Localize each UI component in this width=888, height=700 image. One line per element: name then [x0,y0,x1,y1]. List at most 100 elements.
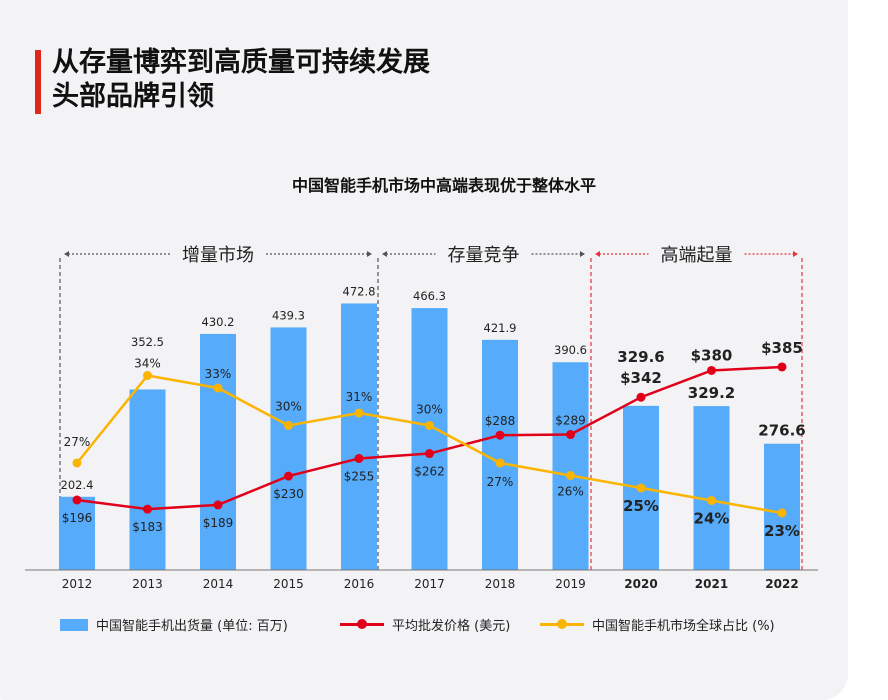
x-tick-label: 2020 [624,577,657,591]
x-tick-label: 2022 [765,577,798,591]
bar-2012 [59,496,95,570]
x-tick-label: 2013 [132,577,163,591]
bar-value-label: 390.6 [554,343,587,357]
x-tick-label: 2016 [344,577,375,591]
price-label: $196 [62,511,93,525]
legend-item-share: 中国智能手机市场全球占比 (%) [540,615,775,634]
share-label: 24% [694,510,730,528]
price-label: $189 [203,516,234,530]
phase-arrow-head [793,251,798,257]
bar-value-label: 472.8 [343,284,376,298]
bar-2022 [764,443,800,570]
legend-item-price: 平均批发价格 (美元) [340,615,510,634]
point-price [707,365,716,375]
point-share [72,458,82,468]
x-tick-label: 2014 [203,577,234,591]
bar-2019 [552,362,589,570]
legend-swatch-line [540,619,584,629]
legend-label: 中国智能手机市场全球占比 (%) [592,619,775,634]
price-label: $342 [620,369,662,387]
legend-label: 中国智能手机出货量 (单位: 百万) [96,619,288,634]
title-line-2: 头部品牌引领 [52,81,214,112]
point-share [425,421,434,430]
legend-label: 平均批发价格 (美元) [392,619,511,634]
legend-swatch-line [340,619,384,629]
bar-value-label: 276.6 [758,422,805,440]
share-label: 27% [487,475,514,489]
page-title: 从存量博弈到高质量可持续发展 头部品牌引领 [52,46,430,114]
point-price [143,504,152,514]
bar-2014 [200,333,236,570]
title-accent-bar [35,50,41,114]
point-price [636,392,646,402]
price-label: $380 [691,346,733,364]
phase-arrow-head [367,251,372,257]
phase-arrow-head [580,251,585,257]
point-price [72,495,82,505]
bar-2016 [341,303,377,570]
share-label: 26% [557,485,584,499]
share-label: 30% [416,403,443,417]
point-share [566,471,575,480]
price-label: $262 [414,465,445,479]
price-label: $230 [273,487,304,501]
x-tick-label: 2019 [555,577,586,591]
bar-value-label: 421.9 [484,321,517,335]
point-price [495,430,505,440]
bar-2018 [482,339,518,570]
phase-arrow-head [382,251,387,257]
point-price [284,471,293,481]
x-tick-label: 2012 [62,577,93,591]
x-tick-label: 2018 [485,577,516,591]
legend-item-shipments: 中国智能手机出货量 (单位: 百万) [60,615,288,634]
price-label: $288 [485,414,516,428]
share-label: 27% [64,435,91,449]
point-share [777,508,787,518]
x-tick-label: 2021 [695,577,728,591]
point-share [636,483,646,493]
bar-value-label: 466.3 [413,289,446,303]
bar-value-label: 430.2 [202,315,235,329]
share-label: 23% [764,522,800,540]
point-share [143,371,152,380]
title-line-1: 从存量博弈到高质量可持续发展 [52,47,430,78]
phase-arrow-head [595,251,600,257]
x-tick-label: 2017 [414,577,445,591]
phase-arrow-head [64,251,69,257]
point-price [425,449,434,459]
bar-value-label: 329.2 [688,384,735,402]
share-label: 33% [205,367,232,381]
price-label: $183 [132,520,163,534]
point-share [284,421,293,430]
price-label: $385 [761,339,803,357]
bar-value-label: 329.6 [617,348,664,366]
point-price [566,430,575,440]
phase-label: 增量市场 [182,245,254,266]
bar-value-label: 352.5 [131,335,164,349]
chart-title: 中国智能手机市场中高端表现优于整体水平 [291,176,596,195]
share-label: 31% [346,390,373,404]
x-tick-label: 2015 [273,577,304,591]
point-price [354,453,364,463]
point-share [213,383,223,393]
share-label: 25% [623,497,659,515]
phase-label: 高端起量 [661,245,733,266]
point-price [213,500,223,510]
phase-label: 存量竞争 [448,245,520,266]
price-label: $255 [344,469,375,483]
share-label: 30% [275,400,302,414]
point-share [707,496,716,505]
bar-2021 [693,406,730,570]
point-share [495,458,505,468]
bar-value-label: 439.3 [272,308,305,322]
point-share [354,408,364,418]
chart: 增量市场 存量竞争 高端起量 2012 2013 2014 2015 2016 2017 2018… [25,245,818,591]
bar-2017 [411,308,448,570]
share-label: 34% [134,357,161,371]
bar-2013 [129,389,166,570]
bar-value-label: 202.4 [61,478,94,492]
price-label: $289 [555,414,586,428]
legend-swatch-bar [60,618,88,631]
point-price [777,362,787,372]
bar-2015 [270,327,307,570]
